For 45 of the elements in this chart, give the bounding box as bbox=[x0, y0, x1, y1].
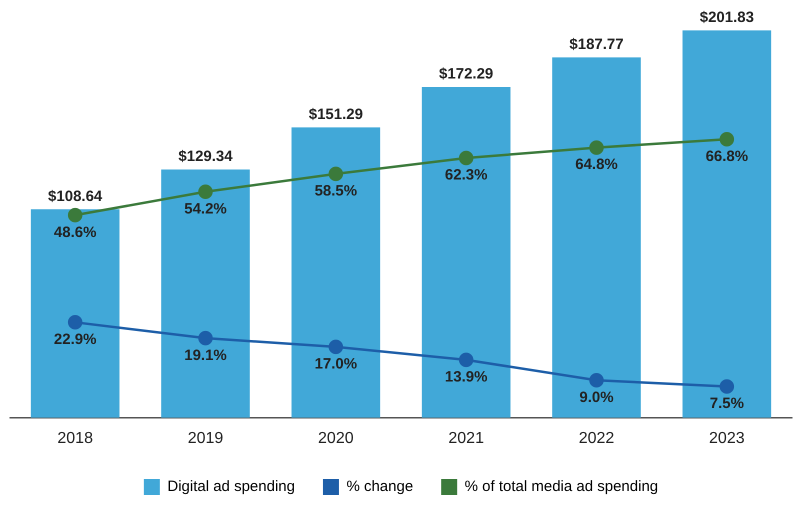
bar bbox=[161, 169, 250, 418]
point bbox=[458, 150, 474, 166]
bar bbox=[30, 209, 120, 418]
legend-label: % change bbox=[346, 478, 414, 496]
point bbox=[198, 330, 213, 346]
data-label: 64.8% bbox=[575, 156, 618, 174]
data-label: 19.1% bbox=[184, 346, 227, 364]
bar bbox=[682, 30, 772, 418]
data-label: $151.29 bbox=[308, 106, 363, 123]
point bbox=[328, 166, 344, 182]
data-label: $129.34 bbox=[178, 148, 234, 166]
bar bbox=[292, 127, 380, 418]
data-label: 9.0% bbox=[579, 388, 614, 406]
x-tick-label: 2019 bbox=[188, 430, 224, 447]
x-tick-label: 2018 bbox=[57, 430, 94, 447]
x-tick-label: 2021 bbox=[448, 430, 484, 447]
data-label: $108.64 bbox=[48, 188, 103, 205]
point bbox=[328, 340, 344, 354]
data-label: 7.5% bbox=[710, 395, 744, 412]
data-label: 17.0% bbox=[314, 356, 358, 373]
legend-label: Digital ad spending bbox=[167, 478, 295, 496]
point bbox=[720, 379, 734, 394]
point bbox=[198, 184, 213, 200]
bar bbox=[422, 87, 510, 418]
x-tick-label: 2020 bbox=[318, 430, 354, 447]
data-label: 62.3% bbox=[444, 166, 488, 184]
point bbox=[589, 373, 604, 388]
point bbox=[589, 140, 604, 155]
data-label: $187.77 bbox=[569, 36, 624, 53]
data-label: 58.5% bbox=[314, 182, 358, 200]
x-tick-label: 2022 bbox=[578, 430, 614, 447]
data-label: 13.9% bbox=[444, 368, 488, 386]
data-label: 66.8% bbox=[706, 148, 748, 165]
bar bbox=[552, 57, 641, 418]
data-label: 22.9% bbox=[54, 330, 96, 348]
data-label: 54.2% bbox=[184, 200, 227, 218]
point bbox=[68, 208, 82, 222]
data-label: $201.83 bbox=[700, 8, 754, 26]
point bbox=[458, 352, 474, 368]
data-label: $172.29 bbox=[439, 66, 494, 83]
x-tick-label: 2023 bbox=[709, 430, 745, 447]
data-label: 48.6% bbox=[54, 224, 96, 241]
point bbox=[720, 132, 734, 146]
legend-label: % of total media ad spending bbox=[464, 478, 658, 496]
point bbox=[68, 315, 82, 330]
